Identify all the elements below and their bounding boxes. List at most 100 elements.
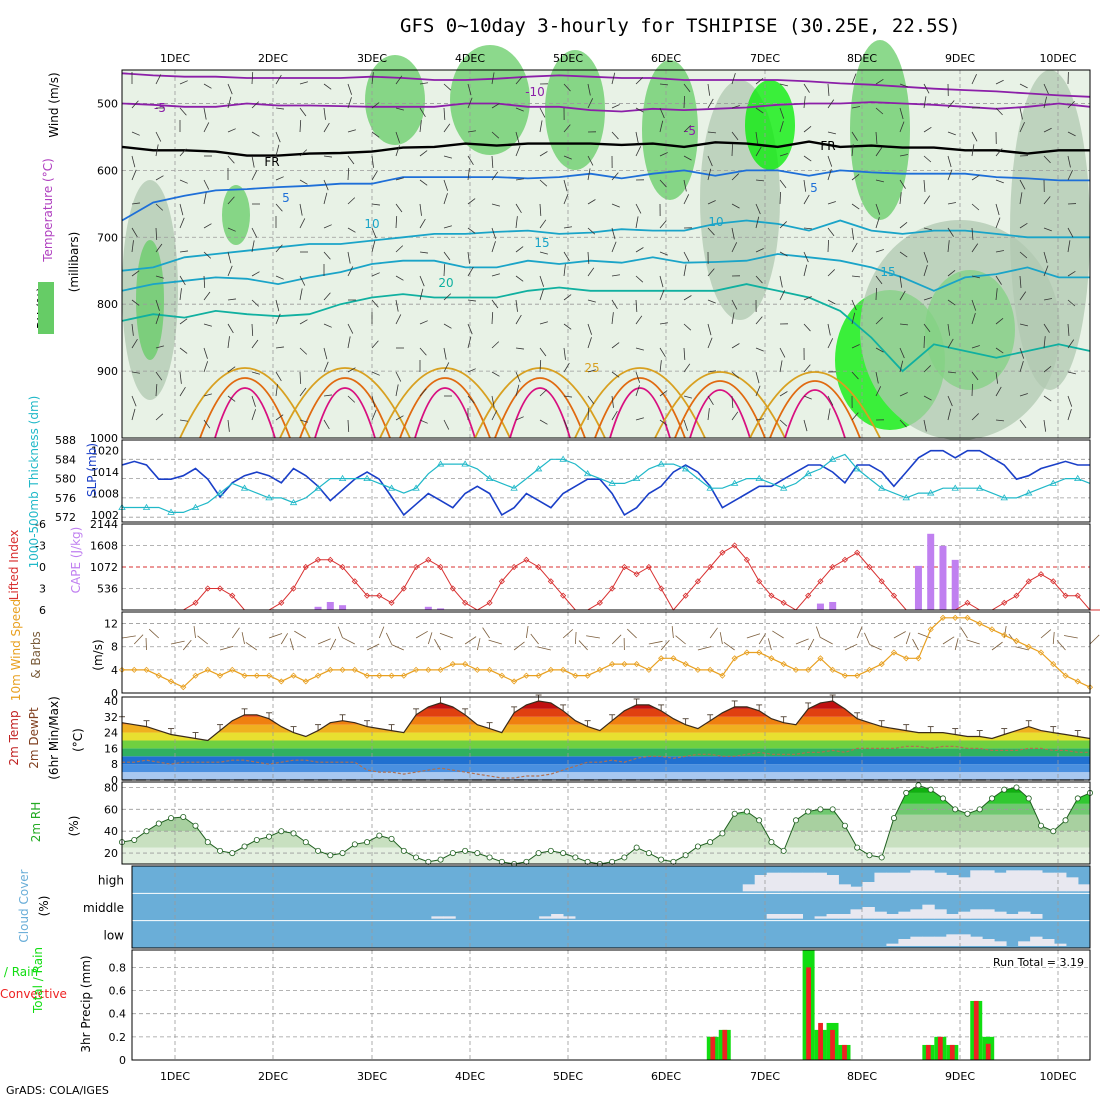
wind-barb [299, 419, 308, 423]
wind-speed-tick-3: 12 [104, 618, 118, 631]
li-point-54 [780, 599, 787, 606]
rh-point-22 [388, 835, 395, 842]
day-label-top-2: 3DEC [357, 52, 387, 65]
wind-speed-point-73 [1013, 637, 1020, 644]
wind-barb [995, 148, 1003, 157]
wind-barb [491, 241, 496, 253]
wind-barb [491, 171, 499, 181]
wind-barb [251, 299, 260, 307]
rh-tick-2: 60 [104, 803, 118, 816]
thickness-point-20 [363, 474, 371, 481]
wind-speed-point-52 [756, 649, 763, 656]
vertical-profile-frame [121, 69, 1091, 439]
wind-barb [155, 175, 164, 181]
wind-barb [587, 369, 596, 373]
wind-speed-point-61 [866, 666, 873, 673]
wind-barb [515, 246, 524, 253]
wind-barb [707, 268, 715, 277]
wind-barb [419, 388, 427, 397]
wind-barb [299, 387, 307, 397]
wind-barb [563, 347, 566, 360]
wind-barb [227, 196, 235, 205]
wind-speed-point-25 [425, 666, 432, 673]
precip-tick-4: 0.8 [109, 961, 127, 974]
wind-barb [395, 75, 403, 85]
isotherm-6 [121, 283, 1091, 373]
rh2m-axis-label-2: (%) [67, 816, 81, 837]
wind-speed-point-3 [155, 672, 162, 679]
wind-barb [755, 78, 764, 85]
day-label-bottom-8: 9DEC [945, 1070, 975, 1083]
wind-barb [347, 227, 356, 233]
surface-barb-20 [366, 643, 380, 651]
cloud-middle-68 [946, 914, 959, 919]
wind-barb [1019, 192, 1023, 205]
wind-speed-point-43 [645, 666, 652, 673]
wind-barb [971, 275, 980, 279]
wind-speed-point-62 [878, 661, 885, 668]
li-point-56 [805, 592, 812, 599]
wind-barb [995, 179, 1004, 184]
li-point-51 [743, 556, 750, 563]
rh-legend-swatch [38, 282, 54, 334]
thickness-point-18 [338, 474, 347, 481]
wind-barb [683, 83, 691, 93]
wind-barb [1067, 155, 1071, 168]
surface-barb-47 [697, 646, 712, 651]
wind-speed-point-16 [314, 672, 322, 679]
cloud-axis-label-2: (%) [37, 896, 51, 917]
li-point-48 [707, 563, 714, 571]
slp-line [121, 449, 1090, 517]
wind-barb [707, 323, 712, 336]
wind-speed-point-21 [376, 672, 383, 679]
rh-point-72 [1001, 786, 1008, 793]
wind-barb [491, 203, 500, 207]
wind-barb [419, 203, 422, 216]
wind-barb [971, 371, 979, 381]
rh-point-52 [756, 817, 763, 824]
rh-bands [122, 785, 1090, 864]
wind-barb [1067, 270, 1076, 277]
thickness-point-72 [1000, 494, 1008, 501]
wind-barb [347, 323, 354, 334]
wind-speed-point-56 [805, 666, 812, 673]
wind-barb [899, 275, 903, 288]
cloud-low-67 [934, 936, 947, 946]
thickness-point-10 [240, 484, 249, 491]
wind-barb [1067, 323, 1070, 336]
temp-band-5 [122, 732, 1090, 741]
surface-barb-69 [960, 627, 968, 639]
day-labels-layer: 1DEC 1DEC 2DEC 2DEC 3DEC 3DEC 4DEC 4DEC 5DEC 5DEC… [160, 52, 1077, 1083]
wind-barb [179, 275, 186, 286]
wind-barb [707, 98, 714, 109]
precip-conv-bar-66 [925, 1044, 931, 1060]
li-point-17 [327, 556, 334, 563]
pressure-tick-0: 500 [97, 97, 118, 110]
wind-speed-point-50 [731, 655, 738, 662]
wind-speed-point-12 [265, 672, 273, 679]
wind-barb [1043, 323, 1050, 333]
wind-barb [707, 83, 711, 96]
wind-barb [1019, 419, 1027, 429]
wind-barb [875, 131, 878, 144]
wind-barb [155, 227, 158, 240]
rh-band-2 [122, 814, 1090, 832]
wind-barb [131, 155, 136, 168]
li-tick-3: 3 [39, 583, 46, 596]
warm-isotherm-1-2 [314, 387, 376, 439]
wind-barb [779, 251, 788, 257]
wind-barb [707, 370, 717, 373]
wind-barb [275, 144, 280, 157]
li-point-74 [1025, 578, 1032, 585]
warm-isotherm-3-2 [509, 387, 571, 439]
cloud-high-69 [958, 877, 971, 892]
cloud-middle-57 [814, 916, 827, 919]
wind-barb [155, 345, 164, 349]
wind-speed-point-55 [792, 666, 799, 673]
thickness-point-70 [976, 484, 984, 491]
day-label-top-1: 2DEC [258, 52, 288, 65]
li-point-49 [719, 549, 726, 556]
rh-point-21 [376, 832, 383, 839]
rh-band-1 [122, 831, 1090, 848]
rh-point-63 [890, 815, 897, 822]
